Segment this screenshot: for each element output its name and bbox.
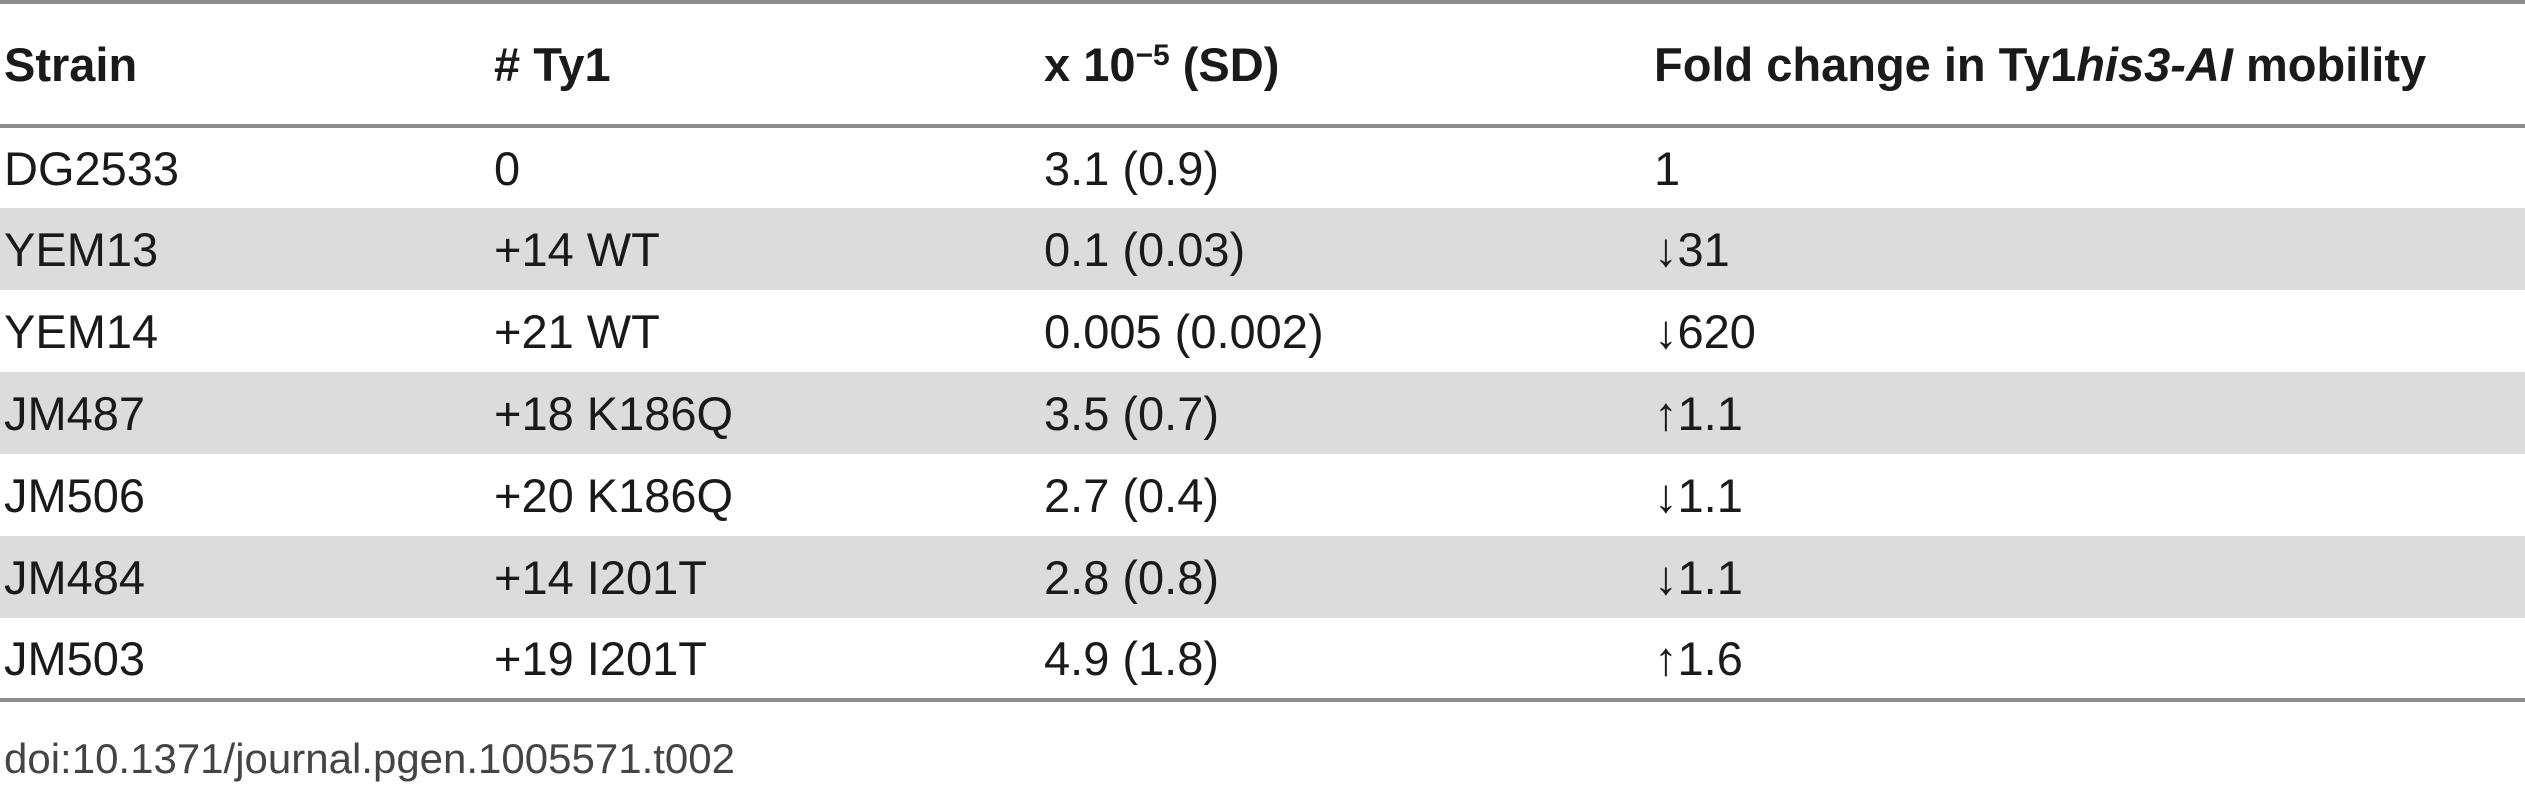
table-row: YEM14 +21 WT 0.005 (0.002) ↓620 [0, 290, 2525, 372]
table-row: JM484 +14 I201T 2.8 (0.8) ↓1.1 [0, 536, 2525, 618]
cell-fold-change: ↓31 [1650, 208, 2525, 290]
cell-fold-change: ↓620 [1654, 304, 1756, 358]
cell-strain: JM487 [0, 372, 490, 454]
cell-strain: YEM13 [0, 208, 490, 290]
cell-ty1-count: +14 WT [490, 208, 1040, 290]
header-mobility-suffix: (SD) [1169, 37, 1280, 91]
header-mobility-exponent: −5 [1135, 38, 1170, 72]
cell-ty1-count: +19 I201T [490, 618, 1040, 702]
cell-mobility: 2.8 (0.8) [1040, 536, 1650, 618]
cell-ty1-count: 0 [494, 141, 521, 195]
cell-ty1-count: +21 WT [494, 304, 660, 358]
header-fold-change: Fold change in Ty1his3-AI mobility [1650, 0, 2525, 128]
table-row: JM506 +20 K186Q 2.7 (0.4) ↓1.1 [0, 454, 2525, 536]
cell-strain: JM506 [4, 468, 146, 522]
cell-fold-change: 1 [1654, 141, 1681, 195]
cell-mobility: 0.005 (0.002) [1044, 304, 1324, 358]
header-ty1-count: # Ty1 [490, 0, 1040, 128]
cell-strain: DG2533 [4, 141, 180, 195]
table-body: DG2533 0 3.1 (0.9) 1 YEM13 +14 WT 0.1 (0… [0, 126, 2525, 702]
doi-caption: doi:10.1371/journal.pgen.1005571.t002 [4, 735, 735, 782]
cell-strain: JM503 [0, 618, 490, 702]
cell-fold-change: ↓1.1 [1650, 536, 2525, 618]
cell-mobility: 0.1 (0.03) [1040, 208, 1650, 290]
cell-ty1-count: +20 K186Q [494, 468, 734, 522]
header-strain: Strain [0, 0, 490, 128]
table-row: YEM13 +14 WT 0.1 (0.03) ↓31 [0, 208, 2525, 290]
cell-mobility: 2.7 (0.4) [1044, 468, 1220, 522]
header-fold-suffix: mobility [2232, 37, 2427, 91]
table-header: Strain # Ty1 x 10−5 (SD) Fold change in … [0, 0, 2525, 128]
header-mobility-prefix: x 10 [1044, 37, 1136, 91]
cell-mobility: 4.9 (1.8) [1040, 618, 1650, 702]
cell-ty1-count: +14 I201T [490, 536, 1040, 618]
table-row: DG2533 0 3.1 (0.9) 1 [0, 126, 2525, 208]
strain-mobility-table: Strain # Ty1 x 10−5 (SD) Fold change in … [0, 0, 2525, 702]
cell-fold-change: ↑1.1 [1650, 372, 2525, 454]
data-table-container: Strain # Ty1 x 10−5 (SD) Fold change in … [0, 0, 2525, 702]
header-fold-prefix: Fold change in Ty1 [1654, 37, 2077, 91]
table-row: JM503 +19 I201T 4.9 (1.8) ↑1.6 [0, 618, 2525, 702]
cell-fold-change: ↓1.1 [1654, 468, 1743, 522]
table-row: JM487 +18 K186Q 3.5 (0.7) ↑1.1 [0, 372, 2525, 454]
cell-ty1-count: +18 K186Q [490, 372, 1040, 454]
header-mobility: x 10−5 (SD) [1040, 0, 1650, 128]
cell-mobility: 3.1 (0.9) [1044, 141, 1220, 195]
header-row: Strain # Ty1 x 10−5 (SD) Fold change in … [0, 0, 2525, 128]
cell-strain: YEM14 [4, 304, 159, 358]
cell-fold-change: ↑1.6 [1650, 618, 2525, 702]
cell-strain: JM484 [0, 536, 490, 618]
cell-mobility: 3.5 (0.7) [1040, 372, 1650, 454]
header-fold-italic: his3-AI [2076, 37, 2233, 91]
